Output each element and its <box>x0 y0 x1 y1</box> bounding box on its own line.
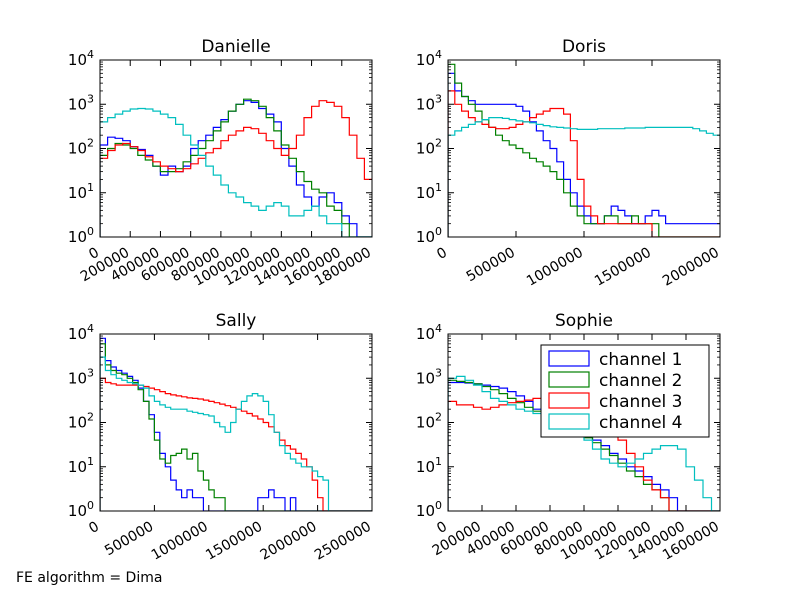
y-tick-label: 101 <box>416 181 442 202</box>
axes-frame <box>99 59 373 238</box>
series-channel-4 <box>100 356 372 511</box>
y-tick-label: 103 <box>416 92 442 113</box>
series-channel-4 <box>100 107 372 237</box>
footer-note: FE algorithm = Dima <box>16 570 163 586</box>
legend-label: channel 2 <box>599 371 683 391</box>
subplot-title: Doris <box>562 37 606 57</box>
legend-label: channel 3 <box>599 392 683 412</box>
subplot-doris: Doris 100 101 102 103 104 0 500000 1000000 150000… <box>416 37 722 290</box>
y-tick-label: 101 <box>68 181 94 202</box>
series-channel-4 <box>448 117 720 237</box>
legend-swatch <box>548 413 590 430</box>
x-tick-label: 2000000 <box>660 245 722 290</box>
x-tick-label: 500000 <box>102 519 156 560</box>
legend-swatch <box>548 371 590 388</box>
x-tick-label: 0 <box>434 245 450 263</box>
series-group <box>100 337 372 511</box>
subplot-title: Sophie <box>555 311 613 331</box>
y-tick-label: 100 <box>416 499 442 520</box>
series-group <box>448 63 720 237</box>
subplot-danielle: Danielle10010110210310402000004000006000… <box>68 37 374 290</box>
subplot-sophie: Sophie1001011021031040200000400000600000… <box>416 311 722 564</box>
y-tick-label: 103 <box>68 366 94 387</box>
series-group <box>100 98 372 237</box>
y-tick-label: 100 <box>68 225 94 246</box>
series-channel-1 <box>100 337 372 511</box>
y-tick-label: 101 <box>416 455 442 476</box>
series-channel-1 <box>448 72 720 237</box>
x-tick-label: 1500000 <box>203 519 265 564</box>
x-tick-label: 1000000 <box>524 245 586 290</box>
y-tick-label: 104 <box>68 322 94 343</box>
x-tick-label: 500000 <box>464 245 518 286</box>
y-tick-label: 104 <box>68 48 94 69</box>
y-tick-label: 102 <box>416 137 442 158</box>
y-tick-label: 102 <box>68 137 94 158</box>
subplot-title: Sally <box>216 311 257 331</box>
series-channel-1 <box>100 100 372 237</box>
x-tick-label: 1500000 <box>592 245 654 290</box>
x-tick-label: 2000000 <box>258 519 320 564</box>
y-tick-label: 103 <box>68 92 94 113</box>
legend-label: channel 1 <box>599 350 683 370</box>
x-tick-label: 0 <box>86 519 102 537</box>
y-tick-label: 101 <box>68 455 94 476</box>
x-tick-label: 2500000 <box>312 519 374 564</box>
series-channel-3 <box>100 377 372 511</box>
y-tick-label: 100 <box>416 225 442 246</box>
y-tick-label: 100 <box>68 499 94 520</box>
y-tick-label: 103 <box>416 366 442 387</box>
legend-label: channel 4 <box>599 413 683 433</box>
subplot-sally: Sally 100 101 102 103 104 0 5000001000000150000… <box>68 311 374 564</box>
y-tick-label: 102 <box>416 411 442 432</box>
series-channel-2 <box>100 98 372 237</box>
subplot-title: Danielle <box>201 37 270 57</box>
series-channel-3 <box>100 100 372 237</box>
legend-swatch <box>548 392 590 409</box>
y-tick-label: 104 <box>416 322 442 343</box>
legend-swatch <box>548 350 590 367</box>
series-channel-2 <box>100 343 372 511</box>
y-tick-label: 102 <box>68 411 94 432</box>
x-tick-label: 1000000 <box>149 519 211 564</box>
y-tick-label: 104 <box>416 48 442 69</box>
legend-box <box>540 344 710 438</box>
